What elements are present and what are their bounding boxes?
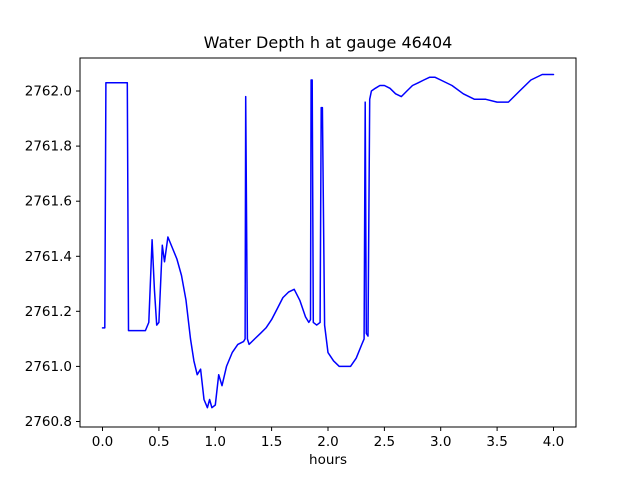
x-tick-label: 0.0 — [92, 434, 113, 450]
x-tick-label: 1.5 — [261, 434, 282, 450]
y-tick-label: 2762.0 — [25, 84, 72, 100]
y-tick-label: 2761.0 — [25, 359, 72, 375]
x-tick-label: 4.0 — [543, 434, 564, 450]
y-tick-label: 2761.4 — [25, 249, 72, 265]
y-tick-label: 2761.2 — [25, 304, 72, 320]
x-tick-label: 2.0 — [317, 434, 338, 450]
x-tick-label: 0.5 — [148, 434, 169, 450]
chart-title: Water Depth h at gauge 46404 — [203, 33, 453, 52]
x-tick-label: 1.0 — [205, 434, 226, 450]
plot-border — [79, 57, 577, 428]
x-tick-label: 3.5 — [486, 434, 507, 450]
x-axis-label: hours — [309, 452, 347, 468]
y-tick-label: 2760.8 — [25, 414, 72, 430]
y-tick-label: 2761.8 — [25, 139, 72, 155]
y-tick-label: 2761.6 — [25, 194, 72, 210]
x-tick-label: 3.0 — [430, 434, 451, 450]
water-depth-line — [101, 73, 555, 409]
x-tick-label: 2.5 — [374, 434, 395, 450]
